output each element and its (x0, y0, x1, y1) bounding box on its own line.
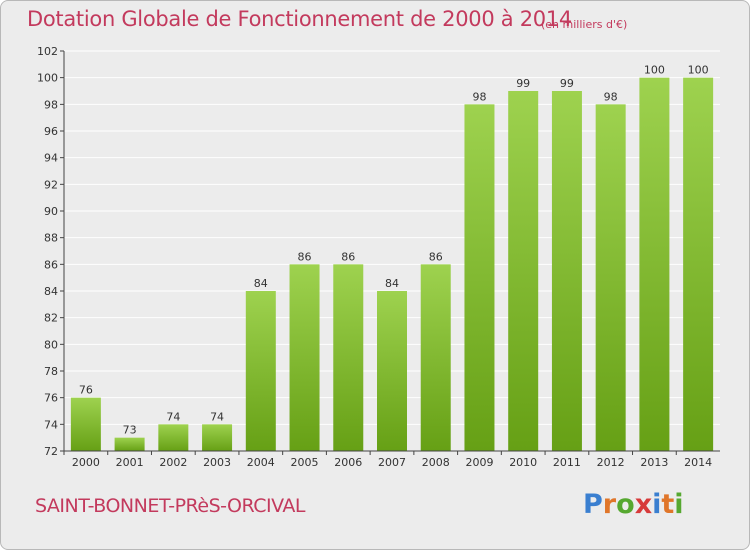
x-tick-label-2006: 2006 (334, 456, 362, 469)
x-tick-label-2008: 2008 (422, 456, 450, 469)
bar-2002 (158, 424, 189, 451)
data-label-2009: 98 (472, 90, 486, 103)
y-tick-label: 84 (44, 285, 58, 298)
data-label-2004: 84 (254, 277, 268, 290)
bar-2006 (333, 264, 364, 451)
x-tick-label-2005: 2005 (291, 456, 319, 469)
y-tick-label: 88 (44, 232, 58, 245)
x-tick-label-2004: 2004 (247, 456, 275, 469)
data-label-2000: 76 (79, 384, 93, 397)
y-tick-label: 86 (44, 258, 58, 271)
data-label-2003: 74 (210, 410, 224, 423)
data-label-2010: 99 (516, 77, 530, 90)
bar-2008 (420, 264, 451, 451)
y-tick-label: 102 (37, 45, 58, 58)
logo-letter: x (634, 489, 653, 520)
data-label-2005: 86 (298, 250, 312, 263)
bar-2007 (377, 291, 407, 451)
bar-2011 (551, 91, 582, 451)
y-tick-label: 92 (44, 178, 58, 191)
bar-2001 (114, 437, 145, 451)
x-tick-label-2012: 2012 (597, 456, 625, 469)
axes (60, 50, 720, 455)
data-label-2013: 100 (644, 64, 665, 77)
bar-2000 (70, 397, 101, 451)
data-label-2014: 100 (688, 64, 709, 77)
data-label-2001: 73 (123, 424, 137, 437)
y-tick-label: 72 (44, 445, 58, 458)
logo-letter: r (602, 489, 617, 520)
x-tick-label-2013: 2013 (640, 456, 668, 469)
data-label-2011: 99 (560, 77, 574, 90)
labels: 72 74 76 78 80 82 84 86 88 90 92 94 96 98 100 102 76 2000… (37, 45, 712, 469)
bar-2005 (289, 264, 320, 451)
y-tick-label: 96 (44, 125, 58, 138)
y-tick-label: 78 (44, 365, 58, 378)
data-label-2007: 84 (385, 277, 399, 290)
logo-letter: o (616, 489, 635, 520)
x-tick-label-2011: 2011 (553, 456, 581, 469)
chart-title: Dotation Globale de Fonctionnement de 20… (27, 7, 572, 31)
y-tick-label: 90 (44, 205, 58, 218)
x-tick-label-2001: 2001 (116, 456, 144, 469)
bar-2014 (683, 77, 714, 452)
chart-unit: (en milliers d'€) (541, 18, 628, 31)
data-label-2008: 86 (429, 250, 443, 263)
x-tick-label-2010: 2010 (509, 456, 537, 469)
y-tick-label: 80 (44, 338, 58, 351)
logo-letter: i (674, 489, 684, 520)
y-tick-label: 100 (37, 72, 58, 85)
y-tick-label: 94 (44, 152, 58, 165)
logo-letter: P (583, 489, 603, 520)
y-tick-label: 76 (44, 392, 58, 405)
data-label-2012: 98 (604, 90, 618, 103)
bars (70, 77, 714, 452)
bar-2012 (595, 104, 626, 451)
data-label-2006: 86 (341, 250, 355, 263)
location-name: SAINT-BONNET-PRèS-ORCIVAL (35, 495, 305, 517)
y-tick-label: 82 (44, 312, 58, 325)
data-label-2002: 74 (166, 410, 180, 423)
bar-2010 (508, 91, 539, 451)
bar-2004 (245, 291, 276, 451)
x-tick-label-2014: 2014 (684, 456, 712, 469)
x-tick-label-2003: 2003 (203, 456, 231, 469)
bar-2013 (639, 77, 670, 452)
x-tick-label-2000: 2000 (72, 456, 100, 469)
bar-2003 (202, 424, 233, 451)
y-tick-label: 74 (44, 418, 58, 431)
x-tick-label-2002: 2002 (159, 456, 187, 469)
x-tick-label-2009: 2009 (465, 456, 493, 469)
logo-letter: t (661, 489, 675, 520)
x-tick-label-2007: 2007 (378, 456, 406, 469)
logo-letter: i (652, 489, 662, 520)
bar-2009 (464, 104, 495, 451)
y-tick-label: 98 (44, 98, 58, 111)
proxiti-logo: Proxiti (583, 489, 684, 520)
